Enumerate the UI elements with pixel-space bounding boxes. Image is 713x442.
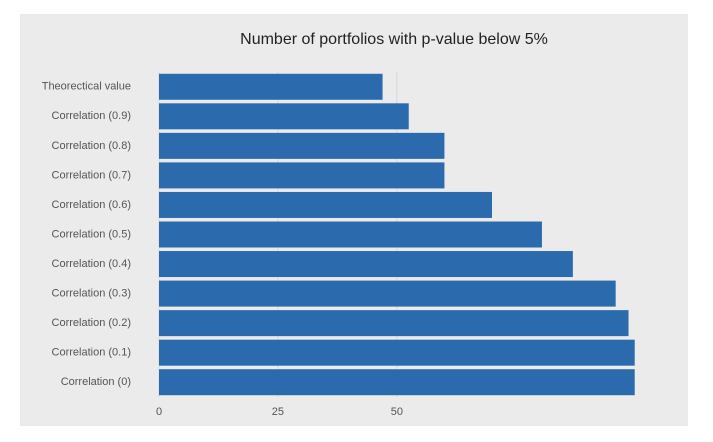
- bar: [159, 132, 445, 159]
- y-tick-label: Correlation (0.7): [52, 169, 131, 181]
- x-tick-label: 50: [391, 406, 403, 418]
- bar: [159, 339, 635, 366]
- x-tick-label: 25: [272, 406, 284, 418]
- y-tick-label: Correlation (0): [61, 376, 131, 388]
- bar: [159, 103, 409, 130]
- y-tick-label: Correlation (0.3): [52, 287, 131, 299]
- bar: [159, 369, 635, 396]
- y-tick-label: Theorectical value: [42, 81, 131, 93]
- bar: [159, 280, 616, 307]
- bar: [159, 251, 573, 278]
- chart-title: Number of portfolios with p-value below …: [240, 31, 548, 48]
- y-tick-label: Correlation (0.6): [52, 199, 131, 211]
- bar: [159, 73, 383, 100]
- y-tick-label: Correlation (0.2): [52, 317, 131, 329]
- bar: [159, 221, 542, 248]
- bar: [159, 162, 445, 189]
- x-tick-label: 0: [156, 406, 162, 418]
- y-tick-label: Correlation (0.9): [52, 110, 131, 122]
- bar: [159, 191, 492, 218]
- y-tick-label: Correlation (0.1): [52, 347, 131, 359]
- y-tick-label: Correlation (0.8): [52, 140, 131, 152]
- bar: [159, 310, 629, 337]
- y-tick-label: Correlation (0.4): [52, 258, 131, 270]
- y-tick-label: Correlation (0.5): [52, 228, 131, 240]
